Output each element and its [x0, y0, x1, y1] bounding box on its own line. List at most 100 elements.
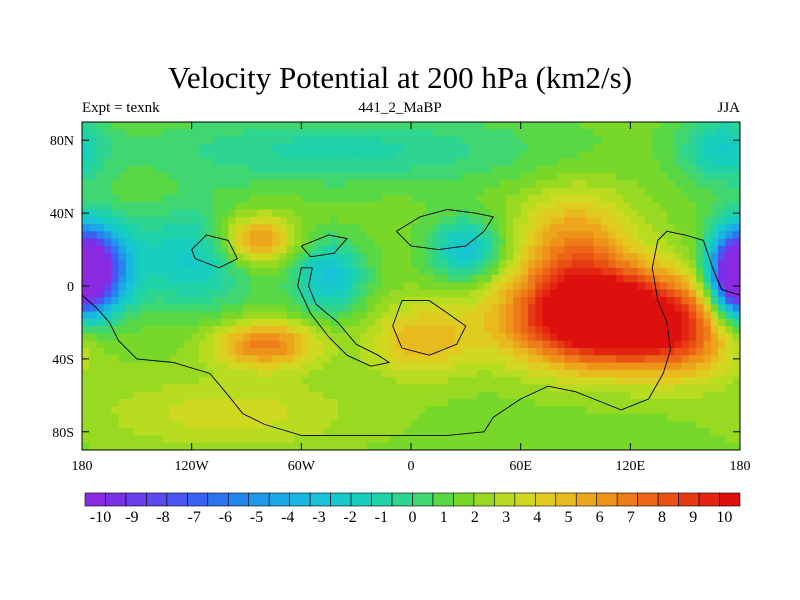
field-cell	[732, 260, 740, 269]
field-cell	[644, 391, 653, 400]
field-cell	[527, 260, 536, 269]
field-cell	[235, 187, 244, 196]
field-cell	[571, 282, 580, 291]
field-cell	[696, 296, 705, 305]
field-cell	[579, 333, 588, 342]
colorbar-swatch	[350, 492, 372, 507]
field-cell	[666, 398, 675, 407]
field-cell	[125, 369, 134, 378]
field-cell	[608, 340, 617, 349]
field-cell	[330, 151, 339, 160]
field-cell	[133, 340, 142, 349]
field-cell	[418, 318, 427, 327]
field-cell	[220, 355, 229, 364]
field-cell	[286, 333, 295, 342]
field-cell	[367, 267, 376, 276]
field-cell	[666, 391, 675, 400]
field-cell	[162, 377, 171, 385]
field-cell	[352, 391, 361, 400]
field-cell	[301, 267, 310, 276]
field-cell	[535, 245, 544, 254]
field-cell	[549, 202, 558, 211]
field-cell	[315, 143, 324, 152]
field-cell	[89, 194, 98, 203]
field-cell	[242, 231, 251, 240]
field-cell	[308, 260, 317, 269]
field-cell	[681, 173, 690, 181]
field-cell	[440, 245, 449, 254]
field-cell	[242, 260, 251, 269]
field-cell	[411, 216, 419, 225]
field-cell	[286, 143, 295, 152]
field-cell	[535, 406, 544, 415]
field-cell	[571, 209, 580, 218]
field-cell	[623, 187, 631, 196]
field-cell	[82, 420, 90, 429]
field-cell	[184, 384, 193, 393]
field-cell	[345, 173, 354, 181]
field-cell	[681, 413, 690, 422]
field-cell	[703, 165, 712, 174]
field-cell	[674, 267, 683, 276]
field-cell	[352, 129, 361, 138]
field-cell	[432, 282, 441, 291]
field-cell	[644, 369, 653, 378]
field-cell	[206, 231, 215, 240]
field-cell	[206, 384, 215, 393]
field-cell	[301, 216, 310, 225]
field-cell	[674, 231, 683, 240]
field-cell	[564, 202, 573, 211]
field-cell	[447, 442, 456, 450]
field-cell	[177, 304, 185, 313]
field-cell	[352, 420, 361, 429]
field-cell	[557, 238, 566, 247]
field-cell	[155, 173, 164, 181]
field-cell	[615, 428, 624, 437]
field-cell	[432, 340, 441, 349]
field-cell	[103, 347, 112, 356]
field-cell	[564, 442, 573, 450]
field-cell	[323, 260, 332, 269]
field-cell	[374, 406, 383, 415]
field-cell	[462, 311, 471, 320]
field-cell	[703, 340, 712, 349]
field-cell	[111, 420, 120, 429]
field-cell	[323, 122, 332, 130]
field-cell	[623, 413, 631, 422]
field-cell	[147, 260, 156, 269]
field-cell	[586, 173, 595, 181]
field-cell	[337, 377, 346, 385]
field-cell	[198, 209, 207, 218]
field-cell	[352, 377, 361, 385]
field-cell	[601, 187, 609, 196]
field-cell	[535, 311, 544, 320]
field-cell	[506, 202, 514, 211]
field-cell	[250, 413, 259, 422]
field-cell	[133, 406, 142, 415]
field-cell	[220, 231, 229, 240]
field-cell	[381, 377, 390, 385]
field-cell	[228, 173, 237, 181]
field-cell	[732, 245, 740, 254]
field-cell	[615, 347, 624, 356]
field-cell	[644, 165, 653, 174]
field-cell	[250, 304, 259, 313]
field-cell	[425, 253, 434, 262]
field-cell	[696, 435, 705, 444]
field-cell	[367, 355, 376, 364]
field-cell	[718, 369, 726, 378]
field-cell	[330, 318, 339, 327]
field-cell	[118, 231, 127, 240]
colorbar-label: 7	[627, 509, 635, 526]
field-cell	[615, 304, 624, 313]
field-cell	[425, 413, 434, 422]
field-cell	[323, 289, 332, 298]
field-cell	[608, 355, 617, 364]
field-cell	[206, 333, 215, 342]
field-cell	[520, 428, 529, 437]
field-cell	[345, 260, 354, 269]
field-cell	[549, 304, 558, 313]
field-cell	[352, 180, 361, 189]
field-cell	[630, 442, 639, 450]
field-cell	[630, 238, 639, 247]
